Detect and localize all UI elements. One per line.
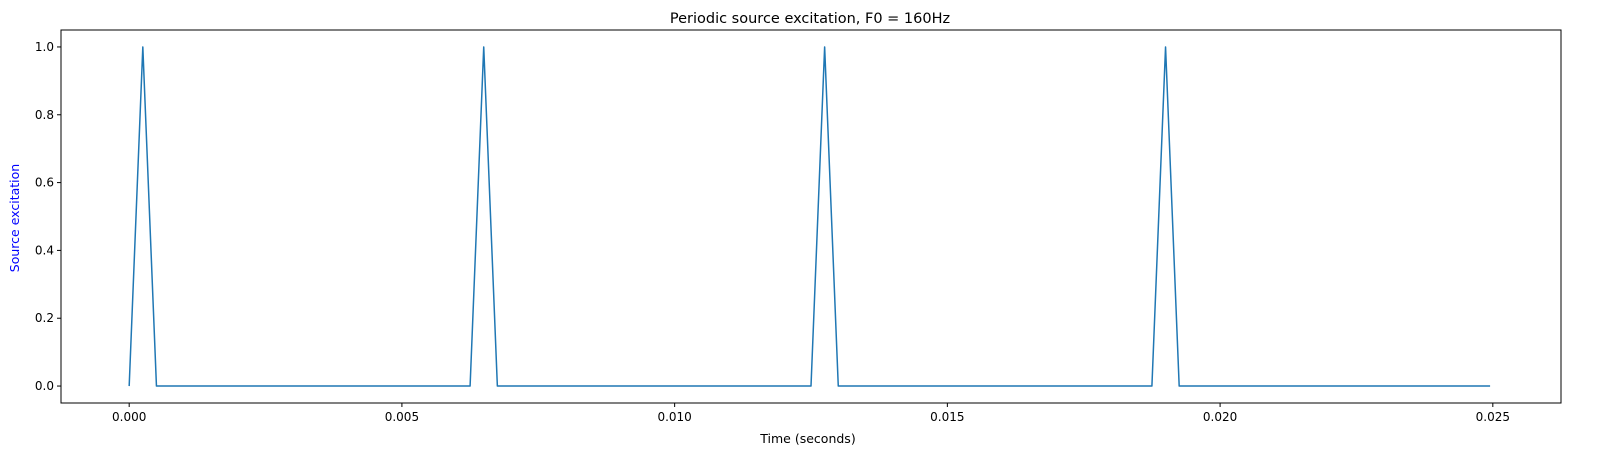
plot-area [60, 29, 1562, 404]
y-tick-label: 0.4 [35, 243, 54, 257]
series-layer [128, 46, 1491, 387]
series-line [128, 46, 1491, 387]
y-tick-label: 1.0 [35, 40, 54, 54]
chart-title: Periodic source excitation, F0 = 160Hz [670, 11, 950, 27]
y-tick-label: 0.8 [35, 108, 54, 122]
x-tick-label: 0.010 [657, 410, 691, 424]
y-tick-label: 0.2 [35, 311, 54, 325]
y-tick-label: 0.0 [35, 379, 54, 393]
y-axis: 0.0 0.2 0.4 0.6 0.8 1.0 [35, 40, 61, 393]
y-axis-title: Source excitation [7, 164, 22, 272]
x-tick-label: 0.020 [1203, 410, 1237, 424]
x-tick-label: 0.015 [930, 410, 964, 424]
x-tick-label: 0.025 [1476, 410, 1510, 424]
x-tick-label: 0.005 [385, 410, 419, 424]
y-tick-label: 0.6 [35, 176, 54, 190]
x-axis: 0.000 0.005 0.010 0.015 0.020 0.025 [112, 403, 1510, 424]
x-axis-title: Time (seconds) [759, 431, 855, 446]
x-tick-label: 0.000 [112, 410, 146, 424]
